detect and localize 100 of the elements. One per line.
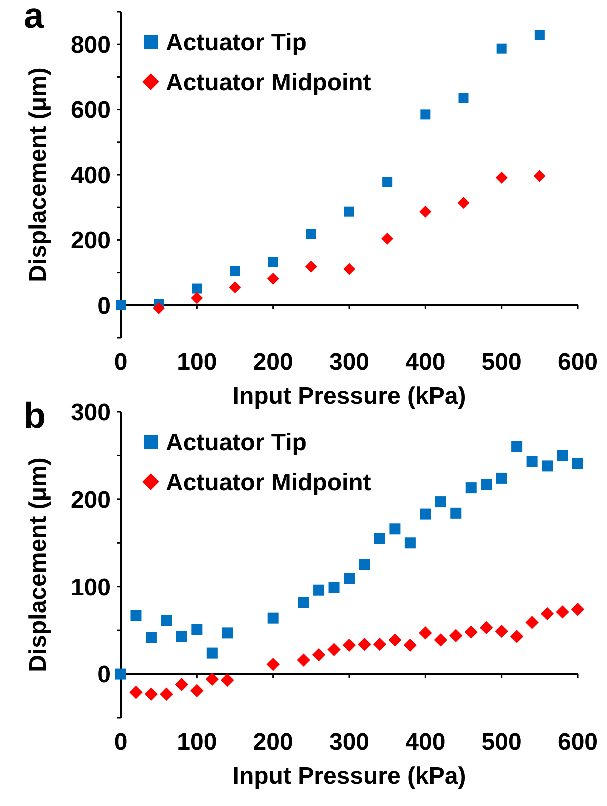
point bbox=[305, 260, 318, 273]
point bbox=[481, 479, 492, 490]
point bbox=[192, 284, 202, 294]
point bbox=[130, 610, 142, 622]
chart-title: a bbox=[24, 0, 45, 36]
y-tick-label: 800 bbox=[70, 32, 111, 59]
point bbox=[344, 263, 356, 276]
y-tick-label: 100 bbox=[70, 574, 111, 602]
point bbox=[572, 458, 584, 470]
point bbox=[328, 582, 340, 594]
point bbox=[496, 44, 507, 54]
point bbox=[267, 272, 280, 285]
point bbox=[404, 638, 418, 652]
point bbox=[382, 232, 394, 245]
y-tick-label: 0 bbox=[98, 292, 111, 320]
point bbox=[161, 615, 172, 626]
point bbox=[153, 302, 166, 314]
point bbox=[314, 584, 325, 596]
y-tick-label: 600 bbox=[70, 97, 111, 124]
legend-label: Actuator Midpoint bbox=[166, 69, 372, 96]
point bbox=[390, 524, 401, 535]
y-tick-label: 200 bbox=[70, 486, 111, 514]
point bbox=[534, 170, 546, 182]
point bbox=[298, 597, 310, 608]
point bbox=[382, 177, 393, 188]
point bbox=[557, 450, 568, 462]
x-tick-label: 600 bbox=[558, 729, 598, 756]
point bbox=[229, 281, 242, 294]
point bbox=[458, 93, 469, 104]
x-axis-title: Input Pressure (kPa) bbox=[232, 763, 466, 790]
point bbox=[175, 678, 189, 692]
point bbox=[176, 631, 188, 642]
y-tick-label: 300 bbox=[70, 399, 111, 426]
point bbox=[450, 629, 463, 642]
point bbox=[496, 172, 508, 184]
point bbox=[540, 607, 554, 621]
point bbox=[542, 460, 554, 472]
point bbox=[312, 648, 326, 662]
point bbox=[420, 206, 432, 218]
point bbox=[388, 634, 402, 647]
legend-label: Actuator Tip bbox=[166, 429, 307, 456]
point bbox=[268, 257, 278, 268]
point bbox=[464, 626, 478, 639]
point bbox=[526, 616, 539, 630]
x-tick-label: 600 bbox=[558, 349, 598, 376]
point bbox=[144, 688, 158, 701]
point bbox=[526, 456, 538, 468]
x-tick-label: 100 bbox=[177, 729, 218, 756]
x-tick-label: 0 bbox=[114, 729, 128, 756]
y-tick-label: 200 bbox=[70, 228, 111, 255]
point bbox=[146, 632, 157, 644]
point bbox=[297, 654, 310, 667]
point bbox=[221, 674, 234, 688]
point bbox=[160, 688, 174, 701]
point bbox=[373, 638, 387, 652]
point bbox=[534, 30, 545, 40]
point bbox=[466, 482, 477, 494]
point bbox=[268, 612, 279, 624]
legend-label: Actuator Tip bbox=[166, 29, 307, 56]
point bbox=[419, 626, 432, 640]
point bbox=[191, 292, 204, 304]
point bbox=[306, 229, 316, 240]
y-tick-label: 400 bbox=[70, 162, 111, 190]
x-axis-title: Input Pressure (kPa) bbox=[232, 383, 466, 410]
point bbox=[230, 266, 240, 276]
point bbox=[404, 538, 416, 549]
point bbox=[116, 300, 126, 310]
x-tick-label: 200 bbox=[253, 349, 294, 376]
point bbox=[190, 684, 204, 698]
point bbox=[510, 630, 524, 644]
y-tick-label: 0 bbox=[98, 662, 111, 689]
point bbox=[266, 658, 280, 672]
point bbox=[344, 206, 354, 217]
point bbox=[435, 496, 446, 508]
point bbox=[206, 672, 219, 686]
point bbox=[206, 648, 218, 659]
point bbox=[342, 638, 356, 652]
x-tick-label: 300 bbox=[329, 349, 370, 376]
point bbox=[192, 624, 203, 636]
point bbox=[130, 686, 143, 700]
x-tick-label: 500 bbox=[482, 349, 522, 376]
point bbox=[496, 472, 508, 484]
point bbox=[358, 638, 372, 652]
x-tick-label: 400 bbox=[406, 349, 446, 376]
legend-label: Actuator Midpoint bbox=[166, 469, 372, 496]
point bbox=[512, 441, 523, 452]
x-tick-label: 300 bbox=[329, 729, 370, 756]
point bbox=[420, 508, 432, 520]
chart-title: b bbox=[24, 395, 46, 436]
x-tick-label: 0 bbox=[114, 349, 128, 376]
x-tick-label: 200 bbox=[253, 729, 294, 756]
point bbox=[450, 508, 462, 519]
point bbox=[495, 624, 508, 638]
point bbox=[458, 197, 470, 210]
y-axis-title: Displacement (μm) bbox=[25, 458, 52, 672]
point bbox=[374, 533, 386, 544]
point bbox=[344, 573, 355, 584]
point bbox=[328, 643, 341, 656]
point bbox=[222, 628, 234, 639]
point bbox=[116, 668, 126, 680]
